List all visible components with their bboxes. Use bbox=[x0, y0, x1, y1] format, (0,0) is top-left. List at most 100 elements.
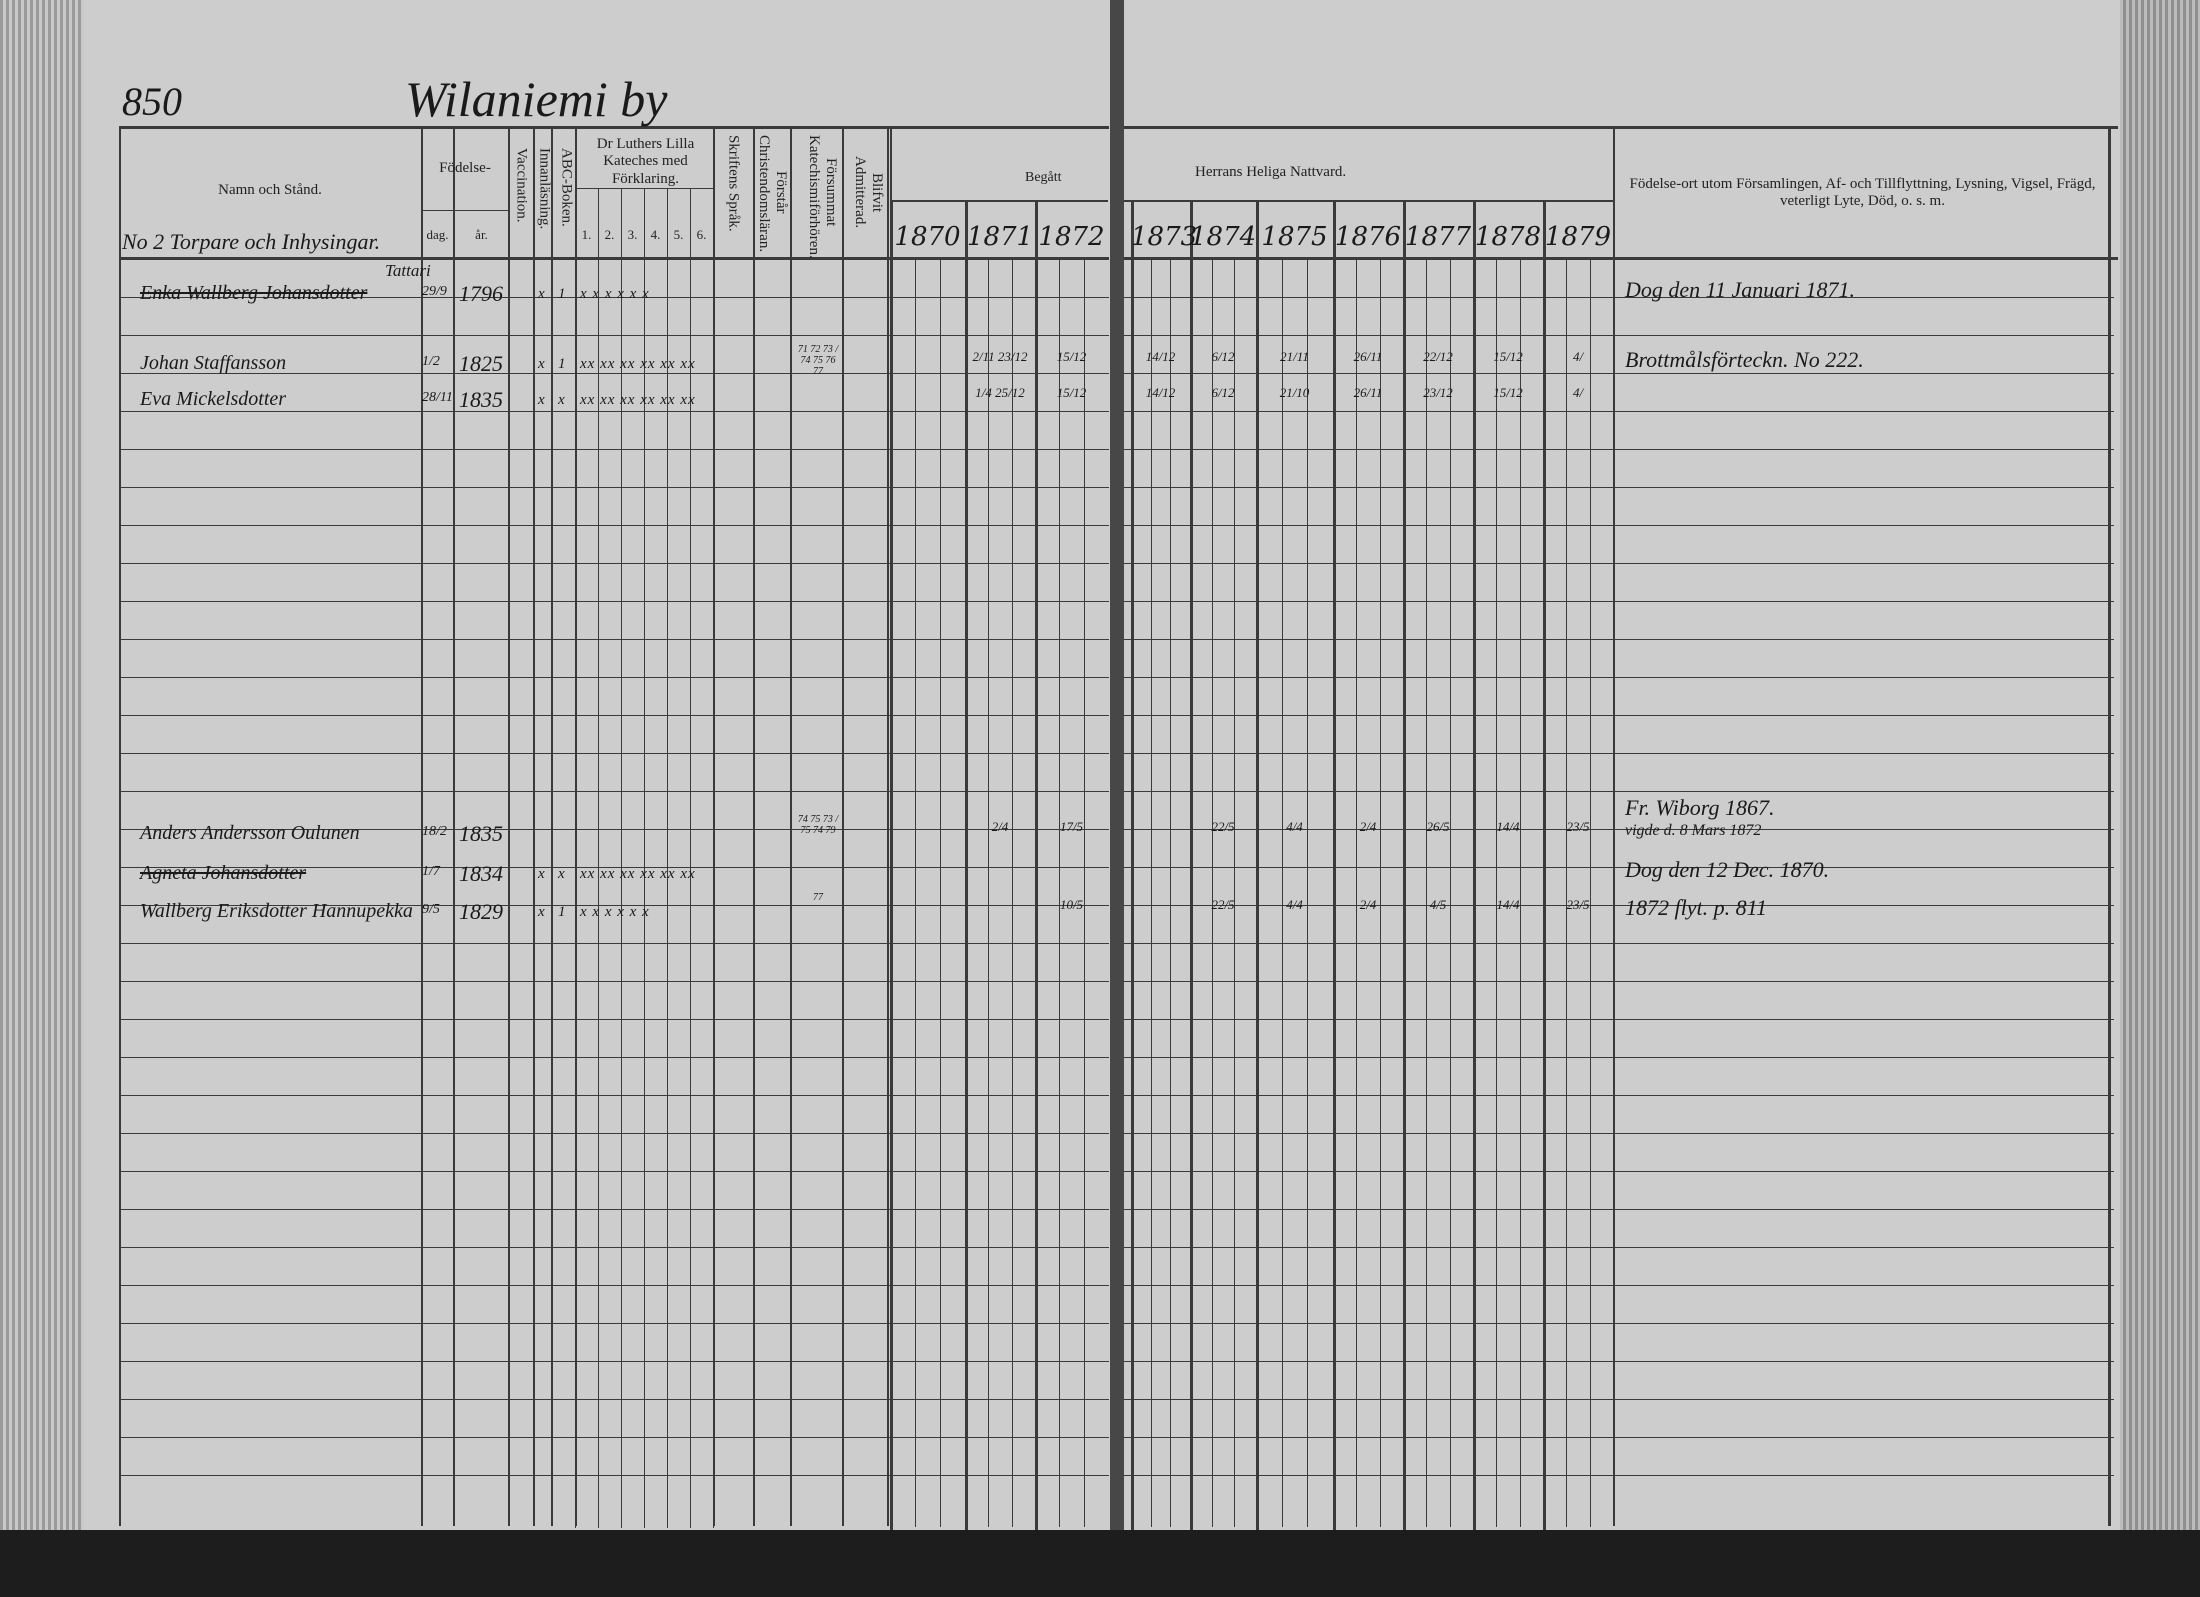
person-name: Johan Staffansson bbox=[140, 352, 287, 374]
row-rule bbox=[1124, 943, 2114, 944]
header-admitted: Blifvit Admitterad. bbox=[851, 156, 885, 229]
row-rule bbox=[119, 943, 1109, 944]
row-rule bbox=[119, 1247, 1109, 1248]
header-missed: Försummat Katechismiförhören. bbox=[805, 135, 839, 259]
header-year-1872: 1872 bbox=[1038, 222, 1105, 252]
row-rule bbox=[119, 335, 1109, 336]
header-year-1871: 1871 bbox=[966, 222, 1034, 252]
row-rule bbox=[119, 1323, 1109, 1324]
birth-year: 1835 bbox=[459, 387, 503, 412]
row-rule bbox=[1124, 525, 2114, 526]
remark: Brottmålsförteckn. No 222. bbox=[1625, 347, 1864, 372]
row-rule bbox=[119, 297, 1109, 298]
subcolumn-rule bbox=[915, 257, 916, 1527]
header-year-1877: 1877 bbox=[1404, 222, 1472, 252]
communion-date: 15/12 bbox=[1056, 385, 1087, 400]
book-spine bbox=[1110, 0, 1124, 1530]
header-catechism-part: 2. bbox=[604, 227, 615, 242]
missed-hearings: 77 bbox=[813, 892, 823, 903]
vaccination-mark: x bbox=[538, 392, 545, 408]
row-rule bbox=[119, 753, 1109, 754]
header-christianity: Förstår Christendomsläran. bbox=[755, 135, 789, 253]
header-catechism-part: 5. bbox=[673, 227, 684, 242]
subcolumn-rule bbox=[1589, 257, 1591, 1527]
subcolumn-rule bbox=[1150, 257, 1152, 1527]
row-rule bbox=[1124, 677, 2114, 678]
column-rule bbox=[575, 188, 576, 1528]
year-column-rule bbox=[1190, 200, 1193, 1530]
subcolumn-rule bbox=[940, 257, 941, 1527]
subcolumn-rule bbox=[1212, 257, 1213, 1527]
row-rule bbox=[1124, 411, 2114, 412]
communion-date: 23/5 bbox=[1566, 897, 1590, 912]
birth-day: 1/2 bbox=[422, 354, 440, 369]
header-name: Namn och Stånd. bbox=[218, 182, 322, 198]
column-rule bbox=[598, 188, 599, 1528]
person-note: Tattari bbox=[385, 261, 431, 280]
vaccination-mark: x bbox=[538, 866, 545, 882]
row-rule bbox=[119, 563, 1109, 564]
person-name: Agneta Johansdotter bbox=[140, 862, 307, 884]
row-rule bbox=[1124, 1209, 2114, 1210]
header-communion-right: Herrans Heliga Nattvard. bbox=[1195, 164, 1347, 180]
row-rule bbox=[1124, 715, 2114, 716]
row-rule bbox=[1124, 601, 2114, 602]
year-column-rule bbox=[1403, 200, 1406, 1530]
subcolumn-rule bbox=[1566, 257, 1568, 1527]
column-rule bbox=[1613, 126, 1615, 1526]
vaccination-mark: x bbox=[538, 904, 545, 920]
communion-date: 4/5 bbox=[1429, 897, 1447, 912]
header-year-1874: 1874 bbox=[1190, 222, 1257, 252]
communion-date: 2/4 bbox=[991, 819, 1009, 834]
page-edges-right bbox=[2120, 0, 2200, 1530]
row-rule bbox=[119, 601, 1109, 602]
column-rule bbox=[621, 188, 622, 1528]
header-year-1876: 1876 bbox=[1334, 222, 1402, 252]
column-rule bbox=[421, 126, 423, 1526]
communion-date: 10/5 bbox=[1059, 897, 1084, 912]
column-rule bbox=[753, 126, 755, 1526]
missed-hearings: 71 72 73 / 74 75 76 77 bbox=[797, 344, 839, 377]
row-rule bbox=[119, 981, 1109, 982]
household-label: No 2 Torpare och Inhysingar. bbox=[122, 229, 381, 254]
header-reading: Innanläsning. bbox=[536, 148, 553, 230]
person-name: Enka Wallberg Johansdotter bbox=[140, 282, 368, 304]
row-rule bbox=[119, 867, 1109, 868]
birth-year: 1825 bbox=[459, 351, 503, 376]
left-page bbox=[84, 0, 1116, 1530]
row-rule bbox=[1124, 639, 2114, 640]
header-scripture: Skriftens Språk. bbox=[725, 135, 742, 232]
vaccination-mark: x bbox=[538, 356, 545, 372]
header-catechism-part: 4. bbox=[650, 227, 661, 242]
row-rule bbox=[119, 1019, 1109, 1020]
row-rule bbox=[119, 1361, 1109, 1362]
header-bottom-rule bbox=[1124, 257, 2118, 260]
person-name: Wallberg Eriksdotter Hannupekka bbox=[140, 900, 413, 922]
birth-day: 9/5 bbox=[422, 902, 440, 917]
row-rule bbox=[119, 373, 1109, 374]
row-rule bbox=[1124, 1475, 2114, 1476]
row-rule bbox=[119, 1057, 1109, 1058]
communion-date: 4/4 bbox=[1286, 819, 1303, 834]
row-rule bbox=[119, 1437, 1109, 1438]
communion-date: 4/4 bbox=[1286, 897, 1303, 912]
remark: Dog den 12 Dec. 1870. bbox=[1625, 857, 1830, 882]
row-rule bbox=[119, 677, 1109, 678]
subcolumn-rule bbox=[1059, 257, 1061, 1527]
row-rule bbox=[1124, 449, 2114, 450]
column-rule bbox=[453, 126, 455, 1526]
column-rule bbox=[644, 188, 645, 1528]
communion-date: 14/12 bbox=[1145, 349, 1176, 364]
communion-date: 15/12 bbox=[1493, 385, 1523, 400]
birth-year: 1796 bbox=[459, 281, 503, 306]
remark: 1872 flyt. p. 811 bbox=[1625, 895, 1767, 920]
column-rule bbox=[533, 126, 535, 1526]
column-rule bbox=[713, 188, 714, 1528]
row-rule bbox=[119, 525, 1109, 526]
header-catechism-part: 3. bbox=[627, 227, 638, 242]
row-rule bbox=[119, 639, 1109, 640]
row-rule bbox=[119, 411, 1109, 412]
header-remarks: Födelse-ort utom Församlingen, Af- och T… bbox=[1629, 176, 2096, 210]
row-rule bbox=[1124, 829, 2114, 830]
column-rule bbox=[887, 126, 889, 1526]
